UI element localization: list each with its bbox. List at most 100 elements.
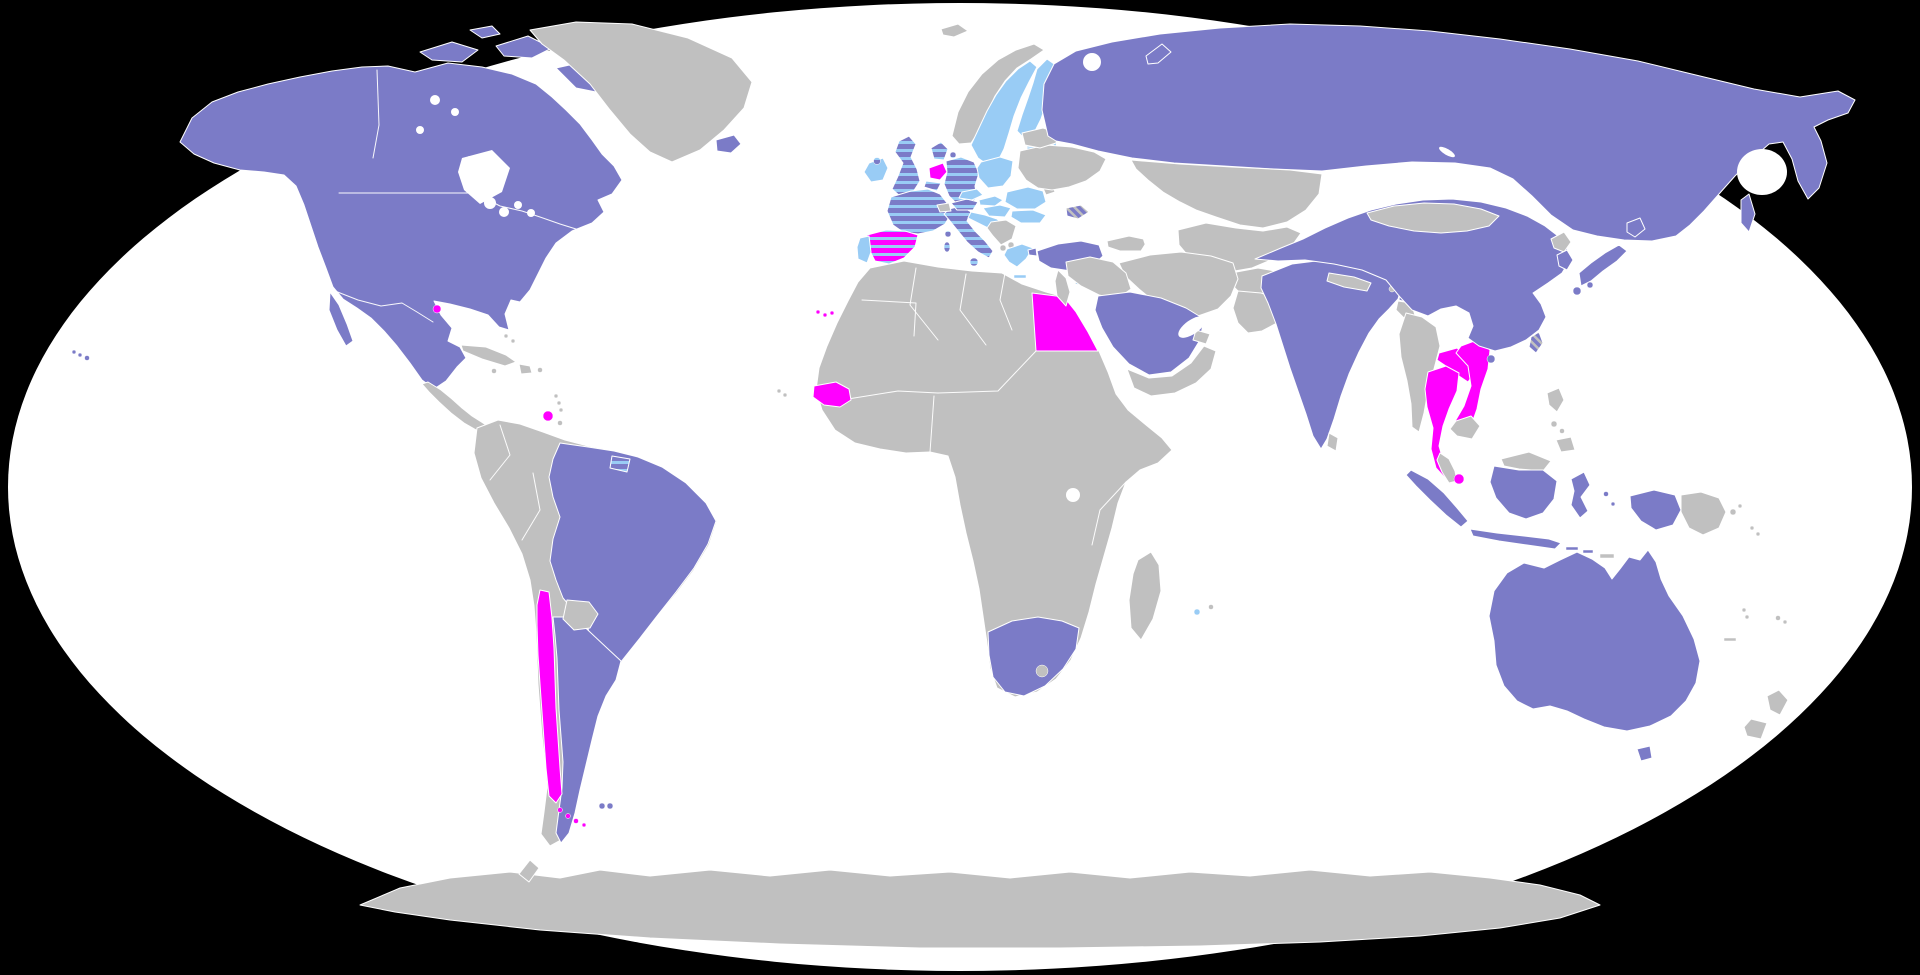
region-philippines-visayas-2 xyxy=(1559,428,1565,434)
border-africa-3 xyxy=(959,273,987,346)
border-africa-8 xyxy=(1091,481,1127,546)
region-novaya-zemlya xyxy=(1145,43,1172,65)
region-lesser-sunda-1 xyxy=(1565,546,1579,551)
region-new-caledonia xyxy=(1723,637,1737,642)
region-belgium xyxy=(923,180,942,192)
region-caucasus xyxy=(1106,235,1149,252)
region-china xyxy=(1254,198,1571,352)
great-lake-2 xyxy=(499,207,509,217)
region-ukraine xyxy=(1017,144,1107,191)
great-lake-1 xyxy=(484,197,496,209)
region-antarctic-peninsula xyxy=(518,859,540,883)
sea-of-okhotsk xyxy=(1737,149,1787,195)
region-turkey-thrace xyxy=(1027,247,1038,257)
lake-victoria xyxy=(1066,488,1080,502)
region-lesser-sunda-2 xyxy=(1582,549,1594,554)
region-greenland xyxy=(529,21,753,163)
border-usa-canada xyxy=(338,192,577,230)
lake-2 xyxy=(451,108,459,116)
region-romania xyxy=(1004,186,1047,210)
region-australia xyxy=(1488,549,1701,732)
border-africa-4 xyxy=(847,390,939,400)
region-falklands-1 xyxy=(598,802,606,810)
region-falklands-2 xyxy=(606,802,614,810)
region-saudi-arabia xyxy=(1094,291,1205,376)
region-singapore-marker xyxy=(1453,473,1465,485)
persian-gulf xyxy=(1178,316,1206,338)
region-ireland xyxy=(863,157,889,183)
region-japan-shikoku xyxy=(1586,281,1594,289)
region-new-britain-1 xyxy=(1729,508,1737,516)
region-iran xyxy=(1118,251,1239,317)
region-uae-qatar xyxy=(1192,329,1211,345)
region-chile-islands-3 xyxy=(573,818,579,824)
region-philippines-mindanao xyxy=(1555,436,1576,453)
great-lake-3 xyxy=(514,201,522,209)
region-tasmania xyxy=(1636,745,1653,762)
region-chile xyxy=(536,589,563,804)
border-usa-mexico xyxy=(334,290,434,323)
region-timor xyxy=(1599,553,1615,559)
region-hispaniola xyxy=(518,363,533,375)
lake-winnipeg xyxy=(466,156,474,164)
region-austria xyxy=(950,198,979,211)
region-cuba xyxy=(460,344,517,367)
region-chile-islands-1 xyxy=(557,807,563,813)
region-france xyxy=(886,188,952,235)
region-chile-islands-4 xyxy=(581,822,587,828)
region-hawaii-3 xyxy=(84,355,90,361)
region-malaysia-peninsula xyxy=(1436,452,1458,484)
region-sumatra xyxy=(1405,469,1469,528)
region-paraguay xyxy=(562,599,599,631)
border-africa-5 xyxy=(937,350,1037,394)
region-canary-1 xyxy=(815,309,821,315)
caspian-sea xyxy=(1139,198,1169,262)
region-netherlands xyxy=(928,162,948,181)
region-albania xyxy=(999,244,1007,252)
region-sakhalin xyxy=(1740,193,1756,233)
region-baja-california xyxy=(328,291,354,347)
region-philippines-luzon xyxy=(1546,387,1565,413)
border-africa-6 xyxy=(929,395,935,453)
region-sicily xyxy=(969,257,979,267)
region-french-guiana xyxy=(609,455,631,473)
lake-3 xyxy=(416,126,424,134)
border-venezuela-colombia xyxy=(489,424,511,481)
region-slovakia xyxy=(978,195,1004,207)
region-fiji-1 xyxy=(1775,615,1781,621)
region-trinidad xyxy=(557,420,563,426)
lake-1 xyxy=(430,95,440,105)
region-solomons-2 xyxy=(1755,531,1761,537)
region-sri-lanka xyxy=(1326,432,1339,452)
region-corsica xyxy=(944,230,952,238)
region-fiji-2 xyxy=(1782,619,1788,625)
region-philippines-visayas-1 xyxy=(1550,420,1558,428)
region-reunion xyxy=(1193,608,1201,616)
region-arctic-islands-1 xyxy=(419,41,479,63)
region-madagascar xyxy=(1128,551,1162,641)
region-lesotho xyxy=(1035,664,1049,678)
lake-baikal xyxy=(1439,146,1455,158)
region-chile-islands-2 xyxy=(565,813,571,819)
region-myanmar xyxy=(1398,312,1441,433)
region-maluku-1 xyxy=(1603,491,1609,497)
region-maluku-2 xyxy=(1610,501,1616,507)
region-bahamas-1 xyxy=(503,333,509,339)
border-peru xyxy=(521,472,541,541)
region-papua-new-guinea xyxy=(1680,491,1727,536)
region-antarctica xyxy=(359,869,1601,949)
region-czechia xyxy=(958,188,984,201)
region-lesser-antilles-1 xyxy=(553,393,559,399)
region-iceland xyxy=(715,134,742,154)
region-western-balkans xyxy=(986,219,1017,246)
region-south-africa xyxy=(987,616,1080,697)
region-puerto-rico xyxy=(537,367,543,373)
region-cambodia xyxy=(1449,415,1481,440)
region-kalimantan xyxy=(1489,465,1558,520)
region-arctic-islands-2 xyxy=(495,35,553,59)
region-yemen-oman xyxy=(1126,345,1217,397)
region-japan-honshu xyxy=(1578,244,1628,287)
region-vanuatu-2 xyxy=(1744,614,1750,620)
region-northern-ireland xyxy=(873,157,881,165)
